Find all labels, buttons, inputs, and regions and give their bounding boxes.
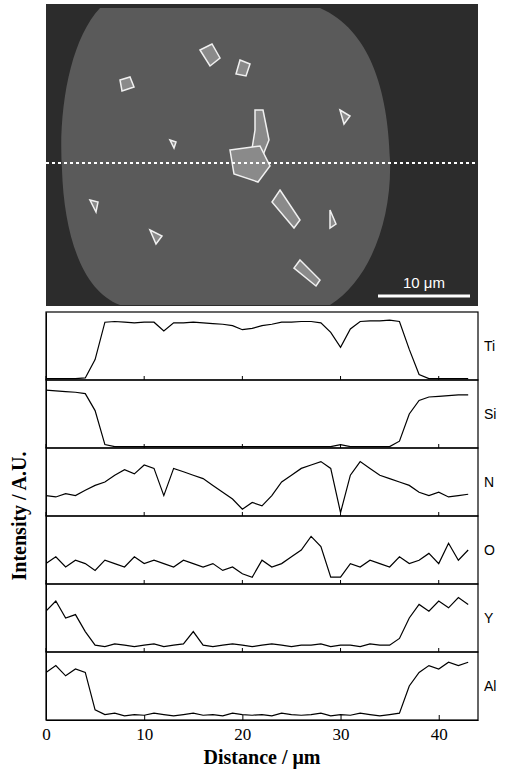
tick-mark [438, 444, 439, 448]
tick-label: 40 [431, 725, 448, 744]
panel-frame [46, 516, 478, 584]
bright-feature [90, 200, 98, 212]
series-label: Y [484, 610, 494, 626]
panel-frame [46, 312, 478, 380]
tick: 0 [42, 715, 51, 744]
series-label: Si [484, 406, 496, 422]
plot-area [46, 462, 468, 513]
bright-feature [236, 60, 250, 76]
y-axis [46, 313, 47, 381]
x-axis: 0 10 20 30 40 [42, 715, 478, 744]
plot-area [46, 598, 468, 647]
series-label: Ti [484, 338, 495, 354]
panel: Al [46, 652, 496, 721]
series-label: O [484, 542, 495, 558]
series-label: N [484, 474, 494, 490]
y-axis [46, 517, 47, 585]
y-axis-line [46, 653, 47, 721]
tick-mark [341, 715, 342, 720]
y-axis [46, 653, 47, 721]
line [46, 462, 468, 513]
scan-line [46, 162, 478, 164]
panel: Ti [46, 312, 495, 381]
tick-label: 20 [234, 725, 251, 744]
grain [61, 8, 390, 305]
bright-feature [170, 140, 176, 148]
micrograph: 10 μm [46, 4, 478, 306]
tick-mark [144, 715, 145, 720]
bright-feature [294, 260, 320, 286]
panel: N [46, 448, 494, 517]
figure: 10 μm Ti Si N O Y Al 0 10 20 30 40 Distance / μm Inte… [0, 0, 512, 775]
scale-bar [378, 295, 470, 298]
tick: 40 [431, 715, 448, 744]
tick-label: 30 [333, 725, 350, 744]
tick-mark [46, 444, 47, 448]
bright-feature [272, 190, 300, 228]
plot-area [46, 390, 468, 446]
y-axis-line [46, 449, 47, 517]
y-axis [46, 449, 47, 517]
bright-feature [200, 44, 220, 66]
panel: Y [46, 584, 494, 653]
tick-label: 10 [136, 725, 153, 744]
x-axis-line [47, 720, 479, 721]
series-label: Al [484, 678, 496, 694]
scale-bar-label: 10 μm [403, 274, 445, 291]
tick-label: 0 [42, 725, 51, 744]
tick: 30 [333, 715, 350, 744]
tick-mark [242, 376, 243, 380]
tick: 20 [234, 715, 251, 744]
tick-mark [46, 715, 47, 720]
y-axis-title: Intensity / A.U. [8, 452, 31, 581]
panel-frame [46, 652, 478, 720]
y-axis-line [46, 585, 47, 653]
panel-frame [46, 584, 478, 652]
panel-frame [46, 380, 478, 448]
tick-mark [242, 715, 243, 720]
panel: Si [46, 380, 496, 449]
bright-feature [150, 230, 162, 244]
y-axis-line [46, 313, 47, 381]
plot-area [46, 536, 468, 577]
y-axis-line [46, 517, 47, 585]
line [46, 390, 468, 446]
line [46, 598, 468, 647]
tick-mark [144, 376, 145, 380]
bright-feature [120, 77, 134, 91]
line [46, 320, 468, 378]
plot-area [46, 320, 468, 378]
plot-area [46, 662, 468, 716]
tick-mark [438, 376, 439, 380]
tick-mark [439, 715, 440, 720]
line [46, 662, 468, 716]
tick-mark [144, 444, 145, 448]
bright-feature [340, 110, 350, 124]
panel-frame [46, 448, 478, 516]
tick-mark [340, 444, 341, 448]
panel: O [46, 516, 495, 585]
x-axis-title: Distance / μm [204, 746, 321, 769]
tick-mark [242, 444, 243, 448]
tick-mark [46, 376, 47, 380]
tick: 10 [136, 715, 153, 744]
tick-mark [340, 376, 341, 380]
bright-feature [330, 210, 336, 228]
y-axis [46, 585, 47, 653]
line [46, 536, 468, 577]
micrograph-background [46, 4, 478, 306]
